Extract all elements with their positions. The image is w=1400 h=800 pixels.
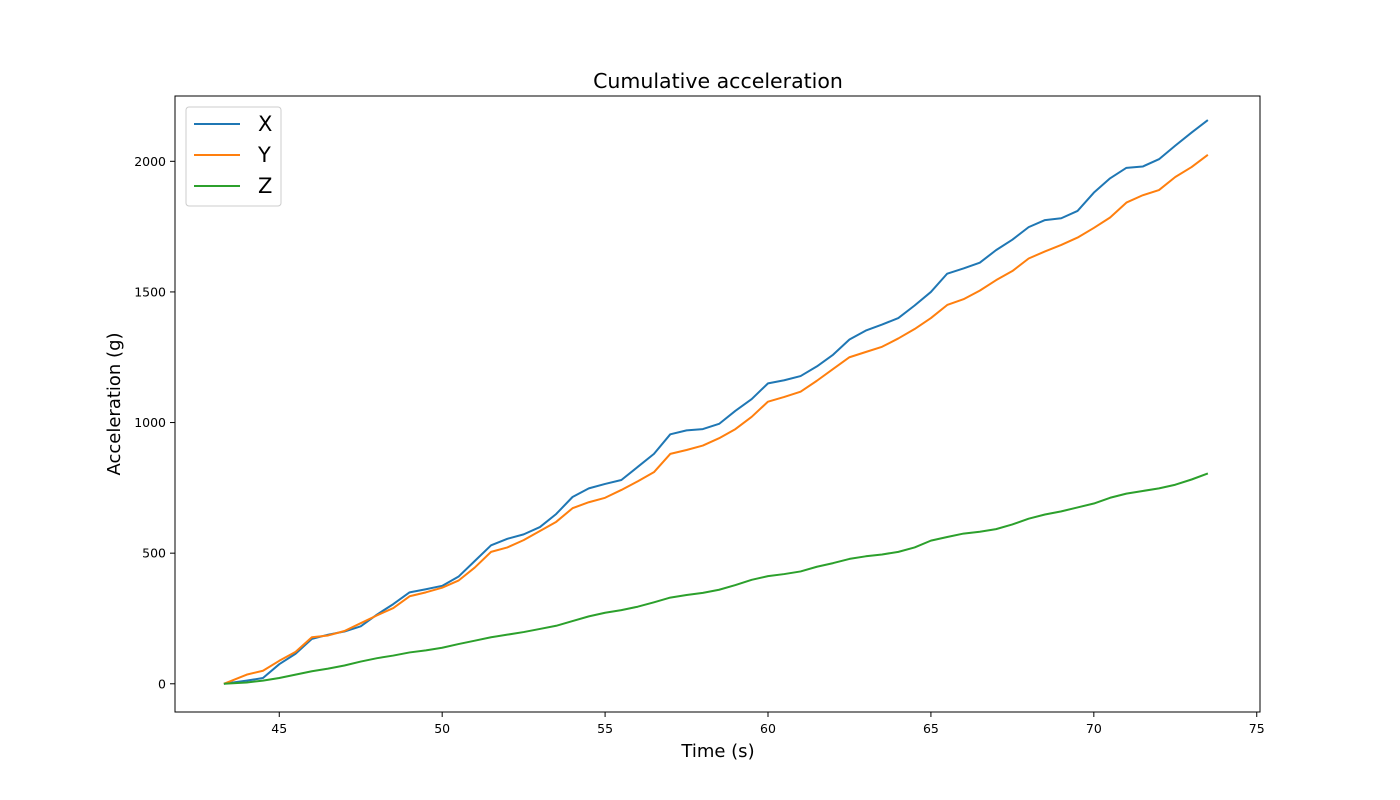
- legend: X Y Z: [185, 106, 282, 207]
- y-tick-label: 0: [158, 676, 166, 691]
- y-axis-ticks: 0 500 1000 1500 2000: [134, 154, 175, 691]
- legend-label-z: Z: [258, 174, 272, 198]
- x-axis-label: Time (s): [680, 741, 754, 762]
- x-axis-ticks: 45 50 55 60 65 70 75: [271, 712, 1265, 736]
- series-line-x: [223, 119, 1209, 685]
- y-tick-label: 500: [142, 546, 166, 561]
- y-tick-label: 1500: [134, 284, 166, 299]
- y-tick-label: 1000: [134, 415, 166, 430]
- x-tick-label: 65: [923, 721, 939, 736]
- x-tick-label: 55: [597, 721, 613, 736]
- y-axis-label: Acceleration (g): [104, 332, 125, 475]
- chart-title: Cumulative acceleration: [593, 69, 843, 93]
- x-tick-label: 75: [1249, 721, 1265, 736]
- plot-lines: [223, 119, 1209, 685]
- x-tick-label: 60: [760, 721, 776, 736]
- x-tick-label: 50: [434, 721, 450, 736]
- legend-label-y: Y: [257, 143, 271, 167]
- series-line-z: [223, 472, 1209, 685]
- x-tick-label: 70: [1086, 721, 1102, 736]
- legend-box: [185, 106, 282, 207]
- plot-frame: [174, 95, 1261, 713]
- y-tick-label: 2000: [134, 154, 166, 169]
- series-line-y: [223, 153, 1209, 685]
- x-tick-label: 45: [271, 721, 287, 736]
- legend-label-x: X: [258, 112, 272, 136]
